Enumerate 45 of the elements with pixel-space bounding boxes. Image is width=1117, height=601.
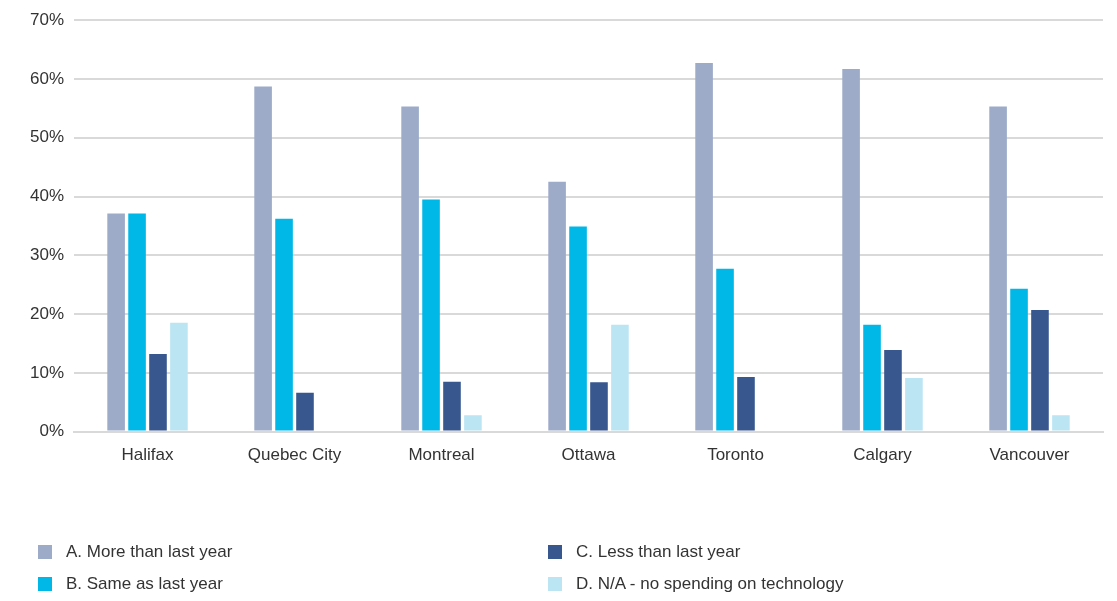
legend-label: A. More than last year <box>66 542 233 562</box>
bar <box>149 354 167 431</box>
bar <box>296 392 314 431</box>
bar <box>842 68 860 431</box>
y-tick-label: 50% <box>29 127 65 147</box>
bar <box>590 382 608 431</box>
y-tick-label: 60% <box>29 68 65 88</box>
x-tick-label: Calgary <box>853 445 913 465</box>
x-tick-label: Toronto <box>707 445 764 465</box>
bar <box>695 63 713 431</box>
bar <box>443 381 461 431</box>
x-tick-label: Ottawa <box>561 445 616 465</box>
x-tick-label: Halifax <box>121 445 174 465</box>
bar <box>611 324 629 431</box>
x-tick-label: Quebec City <box>247 445 342 465</box>
bar <box>275 218 293 431</box>
bar <box>569 226 587 431</box>
bar <box>401 106 419 431</box>
bar <box>107 213 125 431</box>
bar <box>737 376 755 431</box>
bar <box>254 86 272 431</box>
bar <box>716 268 734 431</box>
bar <box>1031 309 1049 431</box>
bar <box>989 106 1007 431</box>
y-tick-label: 20% <box>29 303 65 323</box>
x-tick-label: Montreal <box>408 445 475 465</box>
y-tick-label: 70% <box>29 9 65 29</box>
bar <box>884 349 902 431</box>
bar <box>1010 288 1028 431</box>
y-tick-label: 40% <box>29 186 65 206</box>
y-tick-label: 0% <box>39 421 65 441</box>
bar <box>422 199 440 431</box>
legend-label: C. Less than last year <box>576 542 741 562</box>
bar <box>464 415 482 431</box>
bar <box>170 322 188 431</box>
bar <box>905 378 923 431</box>
legend-label: B. Same as last year <box>66 574 223 594</box>
x-tick-label: Vancouver <box>989 445 1070 465</box>
y-tick-label: 30% <box>29 244 65 264</box>
y-tick-label: 10% <box>29 362 65 382</box>
bar <box>548 181 566 431</box>
bar <box>128 213 146 431</box>
bar <box>1052 415 1070 431</box>
bar <box>863 324 881 431</box>
legend-label: D. N/A - no spending on technology <box>576 574 844 594</box>
